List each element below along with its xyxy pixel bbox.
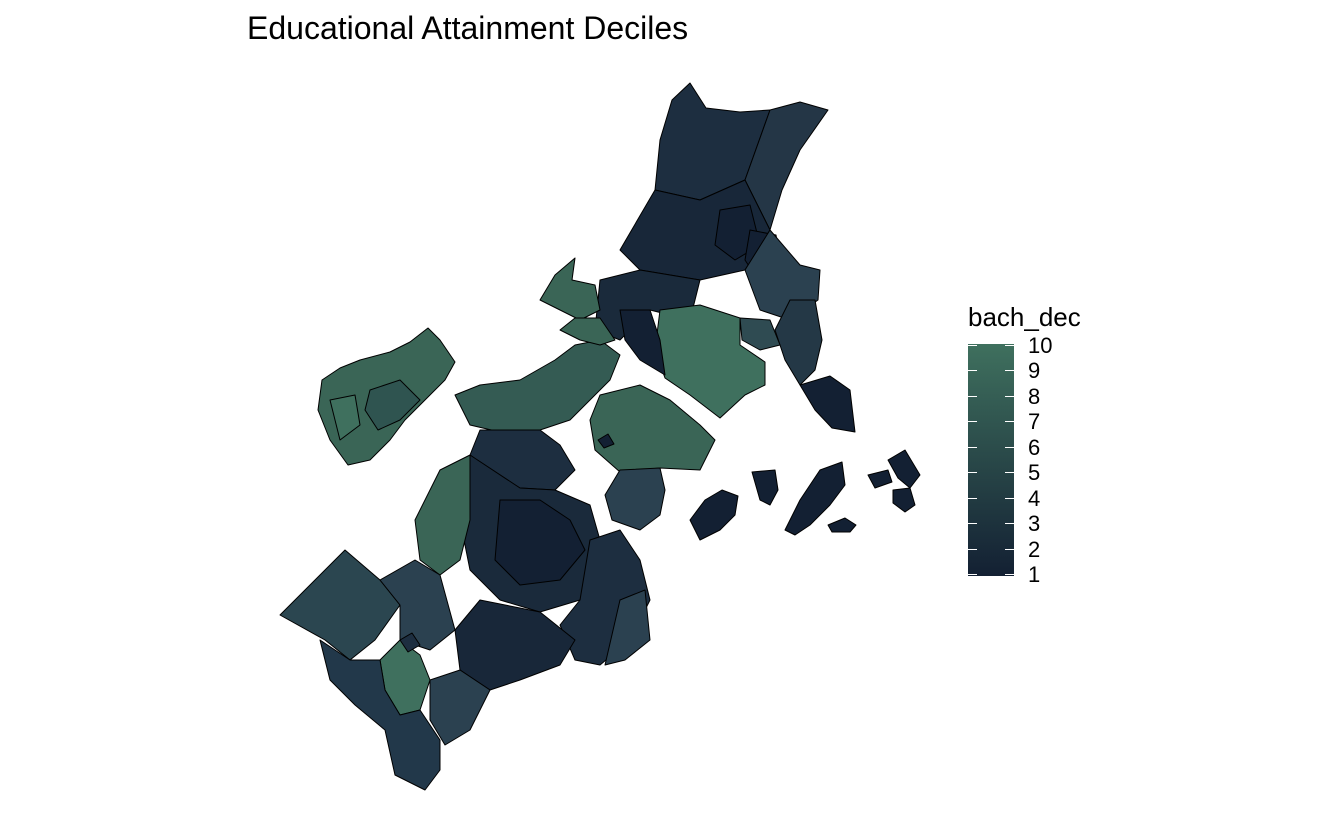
island-7[interactable]: [892, 487, 916, 513]
legend-tick: [968, 447, 1014, 448]
legend-label: 5: [1028, 460, 1041, 485]
legend-title: bach_dec: [968, 302, 1081, 332]
region-hydepark[interactable]: [319, 639, 441, 791]
region-small-dark[interactable]: [399, 632, 421, 653]
legend-label: 7: [1028, 409, 1041, 434]
legend: bach_dec 10 9 8 7 6 5 4 3 2 1: [968, 302, 1081, 586]
region-southboston[interactable]: [589, 384, 716, 473]
legend-label: 2: [1028, 537, 1041, 562]
legend-label: 6: [1028, 435, 1041, 460]
legend-label: 9: [1028, 358, 1041, 383]
legend-label: 10: [1028, 333, 1053, 358]
region-southboston-2[interactable]: [604, 467, 666, 531]
region-north-8[interactable]: [799, 375, 856, 433]
island-2[interactable]: [751, 469, 779, 506]
legend-tick: [968, 472, 1014, 473]
region-westroxbury[interactable]: [279, 549, 401, 661]
region-west-3[interactable]: [329, 394, 361, 441]
region-hydepark-2[interactable]: [429, 669, 491, 746]
region-west-2[interactable]: [364, 379, 421, 431]
region-dorchester-3[interactable]: [604, 589, 651, 666]
legend-label: 1: [1028, 562, 1041, 587]
legend-label: 4: [1028, 486, 1041, 511]
island-5[interactable]: [867, 469, 893, 489]
region-north-7[interactable]: [774, 299, 823, 386]
legend-tick: [968, 549, 1014, 550]
region-dorchester-1[interactable]: [494, 499, 586, 586]
legend-tick: [968, 523, 1014, 524]
region-mattapan[interactable]: [454, 599, 576, 691]
legend-color-bar: [968, 344, 1014, 576]
region-north-12[interactable]: [619, 309, 666, 376]
legend-tick: [968, 498, 1014, 499]
legend-label: 3: [1028, 511, 1041, 536]
legend-tick: [968, 574, 1014, 575]
island-6[interactable]: [887, 449, 921, 489]
region-jp[interactable]: [414, 454, 471, 576]
island-1[interactable]: [689, 489, 739, 541]
region-charlestown[interactable]: [539, 257, 601, 321]
region-downtown[interactable]: [559, 317, 616, 346]
island-8[interactable]: [597, 433, 615, 449]
legend-tick: [968, 345, 1014, 346]
legend-tick: [968, 421, 1014, 422]
region-north-11[interactable]: [739, 317, 781, 351]
legend-tick: [968, 370, 1014, 371]
legend-label: 8: [1028, 384, 1041, 409]
island-4[interactable]: [827, 517, 857, 533]
legend-tick: [968, 396, 1014, 397]
island-3[interactable]: [784, 461, 846, 536]
map-title: Educational Attainment Deciles: [247, 10, 689, 46]
region-roslindale[interactable]: [379, 559, 456, 651]
